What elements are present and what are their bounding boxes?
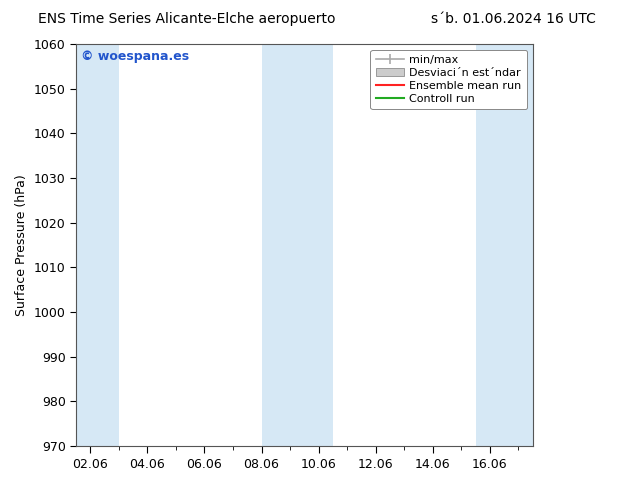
Text: © woespana.es: © woespana.es bbox=[81, 50, 189, 63]
Legend: min/max, Desviaci´n est´ndar, Ensemble mean run, Controll run: min/max, Desviaci´n est´ndar, Ensemble m… bbox=[370, 49, 527, 109]
Text: s´b. 01.06.2024 16 UTC: s´b. 01.06.2024 16 UTC bbox=[431, 12, 596, 26]
Bar bbox=[261, 44, 333, 446]
Bar bbox=[476, 44, 533, 446]
Y-axis label: Surface Pressure (hPa): Surface Pressure (hPa) bbox=[15, 174, 29, 316]
Bar bbox=[76, 44, 119, 446]
Text: ENS Time Series Alicante-Elche aeropuerto: ENS Time Series Alicante-Elche aeropuert… bbox=[38, 12, 335, 26]
